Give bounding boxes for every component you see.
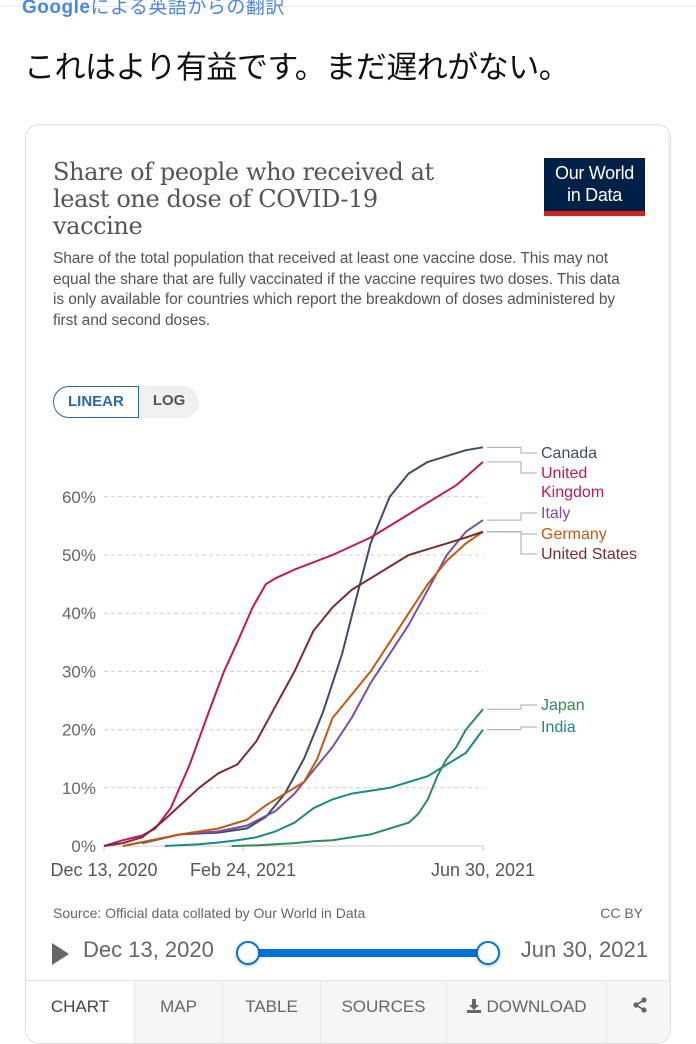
series-line-japan [231, 708, 484, 847]
legend-connector [487, 512, 537, 521]
timeline-start-handle[interactable] [236, 941, 260, 965]
legend-label: United States [541, 546, 637, 563]
license-link[interactable]: CC BY [600, 905, 643, 921]
y-tick-label: 50% [62, 546, 96, 565]
series-line-united-states [103, 530, 484, 847]
legend-label: United [541, 465, 587, 482]
owid-logo[interactable]: Our World in Data [544, 158, 645, 216]
timeline-end-label: Jun 30, 2021 [520, 937, 648, 962]
x-tick-label: Feb 24, 2021 [190, 860, 296, 880]
tab-map[interactable]: MAP [134, 981, 222, 1043]
y-tick-label: 30% [62, 662, 96, 681]
share-icon [632, 997, 647, 1013]
y-tick-label: 20% [62, 721, 96, 740]
logo-line-2: in Data [567, 185, 622, 205]
legend-connector [487, 704, 537, 710]
legend-connector [487, 446, 537, 454]
chart-subtitle: Share of the total population that recei… [53, 250, 620, 329]
legend-label: Canada [541, 445, 597, 462]
legend-label: Italy [541, 505, 570, 522]
y-tick-label: 0% [71, 837, 96, 856]
y-tick-label: 10% [62, 779, 96, 798]
card-edge [668, 125, 670, 1043]
tweet-text: これはより有益です。まだ遅れがない。 [24, 50, 570, 86]
timeline: Dec 13, 2020 Jun 30, 2021 [26, 933, 670, 973]
top-divider [0, 6, 696, 7]
tab-download[interactable]: DOWNLOAD [446, 981, 606, 1043]
translation-attribution[interactable]: Googleによる英語からの翻訳 [22, 0, 285, 19]
series-line-germany [122, 530, 484, 847]
tab-chart[interactable]: CHART [26, 981, 134, 1043]
gridlines [104, 496, 483, 789]
linear-scale-button[interactable]: LINEAR [53, 386, 139, 418]
legend-label: Kingdom [541, 484, 604, 501]
chart-tabs: CHART MAP TABLE SOURCES DOWNLOAD [26, 980, 670, 1043]
source-note[interactable]: Source: Official data collated by Our Wo… [53, 905, 366, 921]
legend-label: India [541, 719, 576, 736]
x-axis: Dec 13, 2020 Feb 24, 2021 Jun 30, 2021 [50, 845, 535, 880]
google-logo: Google [22, 0, 91, 18]
scale-toggle: LINEAR LOG [53, 386, 200, 418]
series-line-canada [141, 446, 484, 845]
series-line-italy [122, 519, 484, 847]
legend-label: Germany [541, 526, 607, 543]
legend-connector [487, 461, 537, 474]
chart-title: Share of people who received at least on… [53, 158, 434, 240]
line-chart: 0% 10% 20% 30% 40% 50% 60% Dec 13, 2020 Feb 24,… [50, 445, 637, 880]
log-scale-button[interactable]: LOG [152, 392, 186, 409]
legend-label: Japan [541, 697, 585, 714]
y-axis-ticks: 0% 10% 20% 30% 40% 50% 60% [62, 488, 96, 856]
share-button[interactable] [606, 981, 670, 1043]
tab-sources[interactable]: SOURCES [320, 981, 446, 1043]
legend-connector [487, 726, 537, 731]
timeline-end-handle[interactable] [476, 941, 500, 965]
series-line-india [164, 729, 484, 847]
y-tick-label: 40% [62, 604, 96, 623]
legend-connector [487, 531, 537, 555]
attribution-text: による英語からの翻訳 [90, 0, 285, 18]
logo-line-1: Our World [555, 163, 634, 183]
series-lines [103, 446, 484, 847]
y-tick-label: 60% [62, 488, 96, 507]
tab-table[interactable]: TABLE [222, 981, 320, 1043]
timeline-start-label: Dec 13, 2020 [83, 937, 214, 962]
download-icon [467, 999, 482, 1013]
play-icon[interactable] [52, 943, 69, 965]
x-tick-label: Jun 30, 2021 [431, 860, 535, 880]
x-tick-label: Dec 13, 2020 [50, 860, 157, 880]
owid-chart-card[interactable]: Share of people who received at least on… [25, 124, 671, 1044]
timeline-track[interactable] [248, 949, 488, 957]
legend: Canada United Kingdom Italy Germany United St… [487, 445, 637, 736]
tab-download-label: DOWNLOAD [486, 997, 587, 1016]
logo-accent-bar [544, 211, 645, 216]
